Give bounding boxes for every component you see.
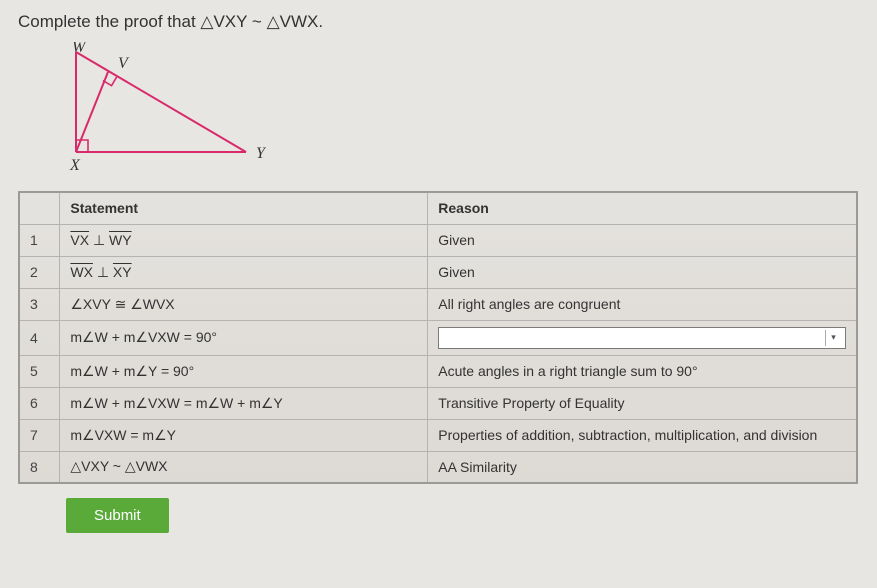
statement-cell: m∠W + m∠Y = 90° — [60, 355, 428, 387]
svg-text:X: X — [69, 157, 81, 172]
statement-cell: WX ⊥ XY — [60, 256, 428, 288]
table-row: 3∠XVY ≅ ∠WVXAll right angles are congrue… — [19, 288, 857, 320]
statement-cell: m∠W + m∠VXW = m∠W + m∠Y — [60, 387, 428, 419]
statement-cell: m∠W + m∠VXW = 90° — [60, 320, 428, 355]
proof-table: Statement Reason 1VX ⊥ WYGiven2WX ⊥ XYGi… — [18, 191, 858, 484]
table-row: 2WX ⊥ XYGiven — [19, 256, 857, 288]
svg-text:W: W — [72, 42, 87, 56]
submit-button[interactable]: Submit — [66, 498, 169, 533]
header-reason: Reason — [428, 192, 857, 224]
prompt-suffix: . — [318, 12, 323, 31]
prompt-tri1: △VXY — [200, 12, 247, 31]
svg-text:Y: Y — [256, 145, 266, 162]
statement-cell: VX ⊥ WY — [60, 224, 428, 256]
header-statement: Statement — [60, 192, 428, 224]
row-number: 2 — [19, 256, 60, 288]
row-number: 3 — [19, 288, 60, 320]
table-row: 5m∠W + m∠Y = 90°Acute angles in a right … — [19, 355, 857, 387]
reason-cell: Properties of addition, subtraction, mul… — [428, 419, 857, 451]
row-number: 4 — [19, 320, 60, 355]
reason-cell: All right angles are congruent — [428, 288, 857, 320]
reason-cell[interactable]: ▾ — [428, 320, 857, 355]
statement-cell: m∠VXW = m∠Y — [60, 419, 428, 451]
reason-cell: Given — [428, 224, 857, 256]
prompt-tilde: ~ — [247, 12, 266, 31]
prompt-text: Complete the proof that △VXY ~ △VWX. — [18, 12, 859, 32]
row-number: 8 — [19, 451, 60, 483]
svg-text:V: V — [118, 55, 130, 72]
reason-cell: Transitive Property of Equality — [428, 387, 857, 419]
row-number: 5 — [19, 355, 60, 387]
triangle-diagram: W X Y V — [36, 42, 859, 177]
reason-cell: Acute angles in a right triangle sum to … — [428, 355, 857, 387]
reason-cell: Given — [428, 256, 857, 288]
row-number: 7 — [19, 419, 60, 451]
prompt-prefix: Complete the proof that — [18, 12, 200, 31]
table-row: 7m∠VXW = m∠YProperties of addition, subt… — [19, 419, 857, 451]
statement-cell: △VXY ~ △VWX — [60, 451, 428, 483]
prompt-tri2: △VWX — [267, 12, 319, 31]
table-row: 4m∠W + m∠VXW = 90° ▾ — [19, 320, 857, 355]
table-row: 6m∠W + m∠VXW = m∠W + m∠YTransitive Prope… — [19, 387, 857, 419]
reason-dropdown[interactable]: ▾ — [438, 327, 846, 349]
chevron-down-icon: ▾ — [825, 330, 841, 346]
statement-cell: ∠XVY ≅ ∠WVX — [60, 288, 428, 320]
row-number: 6 — [19, 387, 60, 419]
header-num — [19, 192, 60, 224]
table-row: 8△VXY ~ △VWXAA Similarity — [19, 451, 857, 483]
table-header-row: Statement Reason — [19, 192, 857, 224]
row-number: 1 — [19, 224, 60, 256]
reason-cell: AA Similarity — [428, 451, 857, 483]
table-row: 1VX ⊥ WYGiven — [19, 224, 857, 256]
